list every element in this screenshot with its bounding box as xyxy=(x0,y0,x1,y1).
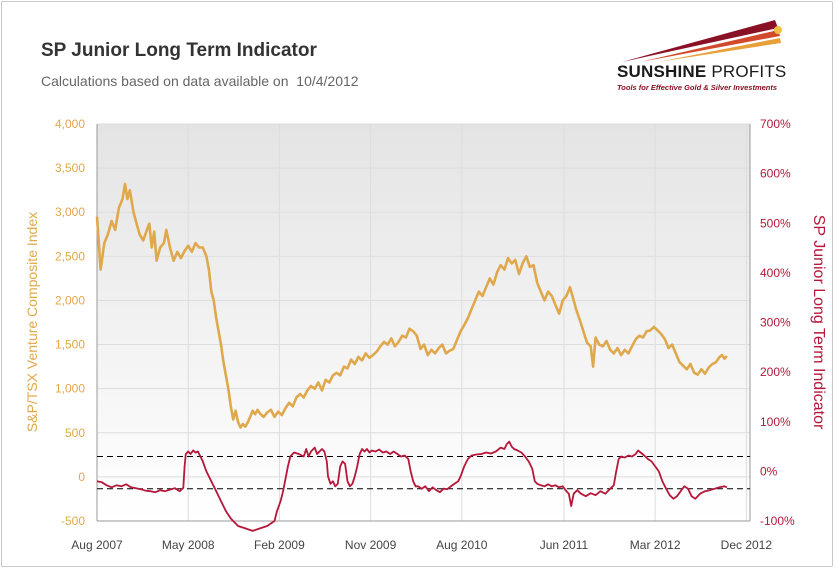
y-right-ticks: 700% 600% 500% 400% 300% 200% 100% 0% -100% xyxy=(760,117,795,528)
y-left-axis-label: S&P/TSX Venture Composite Index xyxy=(24,212,40,432)
y-right-tick-label: 100% xyxy=(760,415,791,429)
logo-ray-dark xyxy=(622,20,778,62)
y-right-axis-label: SP Junior Long Term Indicator xyxy=(810,215,827,430)
venture-index-line xyxy=(95,182,728,429)
y-left-tick-label: 3,500 xyxy=(55,161,85,175)
grid-lines xyxy=(96,123,751,522)
y-left-tick-label: 2,500 xyxy=(55,249,85,263)
y-right-tick-label: 500% xyxy=(760,216,791,230)
y-left-ticks: 4,000 3,500 3,000 2,500 2,000 1,500 1,000 500 0 -… xyxy=(55,117,85,528)
x-ticks: Aug 2007 May 2008 Feb 2009 Nov 2009 Aug 2010… xyxy=(71,538,772,552)
y-left-tick-label: 1,500 xyxy=(55,338,85,352)
y-right-tick-label: 400% xyxy=(760,266,791,280)
logo-ray-mid xyxy=(640,30,780,62)
x-tick-label: Aug 2007 xyxy=(71,538,123,552)
logo-ray-light xyxy=(658,38,781,62)
x-tick-label: Nov 2009 xyxy=(345,538,397,552)
y-left-tick-label: 0 xyxy=(78,470,85,484)
y-left-tick-label: 2,000 xyxy=(55,293,85,307)
x-tick-label: Aug 2010 xyxy=(436,538,488,552)
indicator-line xyxy=(96,440,728,532)
logo-tagline: Tools for Effective Gold & Silver Invest… xyxy=(617,83,778,92)
y-left-tick-label: 4,000 xyxy=(55,117,85,131)
logo-name: SUNSHINE PROFITS xyxy=(617,62,786,82)
y-left-tick-label: 1,000 xyxy=(55,382,85,396)
y-right-tick-label: -100% xyxy=(760,514,795,528)
series-lines xyxy=(95,182,728,532)
y-right-tick-label: 700% xyxy=(760,117,791,131)
plot-background xyxy=(97,124,750,521)
sunshine-logo-icon xyxy=(622,20,782,62)
y-right-tick-label: 300% xyxy=(760,316,791,330)
y-right-tick-label: 600% xyxy=(760,167,791,181)
y-right-tick-label: 0% xyxy=(760,464,778,478)
y-left-tick-label: 500 xyxy=(65,426,85,440)
x-tick-label: Jun 2011 xyxy=(540,538,589,552)
x-tick-label: Dec 2012 xyxy=(721,538,773,552)
chart-subtitle: Calculations based on data available on … xyxy=(41,73,359,89)
logo-sun-dot xyxy=(774,26,782,34)
logo-name-light: PROFITS xyxy=(706,62,787,81)
logo-name-bold: SUNSHINE xyxy=(617,62,707,81)
chart-title: SP Junior Long Term Indicator xyxy=(41,40,317,61)
y-left-tick-label: -500 xyxy=(61,514,85,528)
y-right-tick-label: 200% xyxy=(760,365,791,379)
x-tick-label: Feb 2009 xyxy=(254,538,305,552)
x-tick-label: May 2008 xyxy=(162,538,215,552)
threshold-lines xyxy=(97,455,750,490)
x-tick-label: Mar 2012 xyxy=(630,538,681,552)
y-left-tick-label: 3,000 xyxy=(55,205,85,219)
